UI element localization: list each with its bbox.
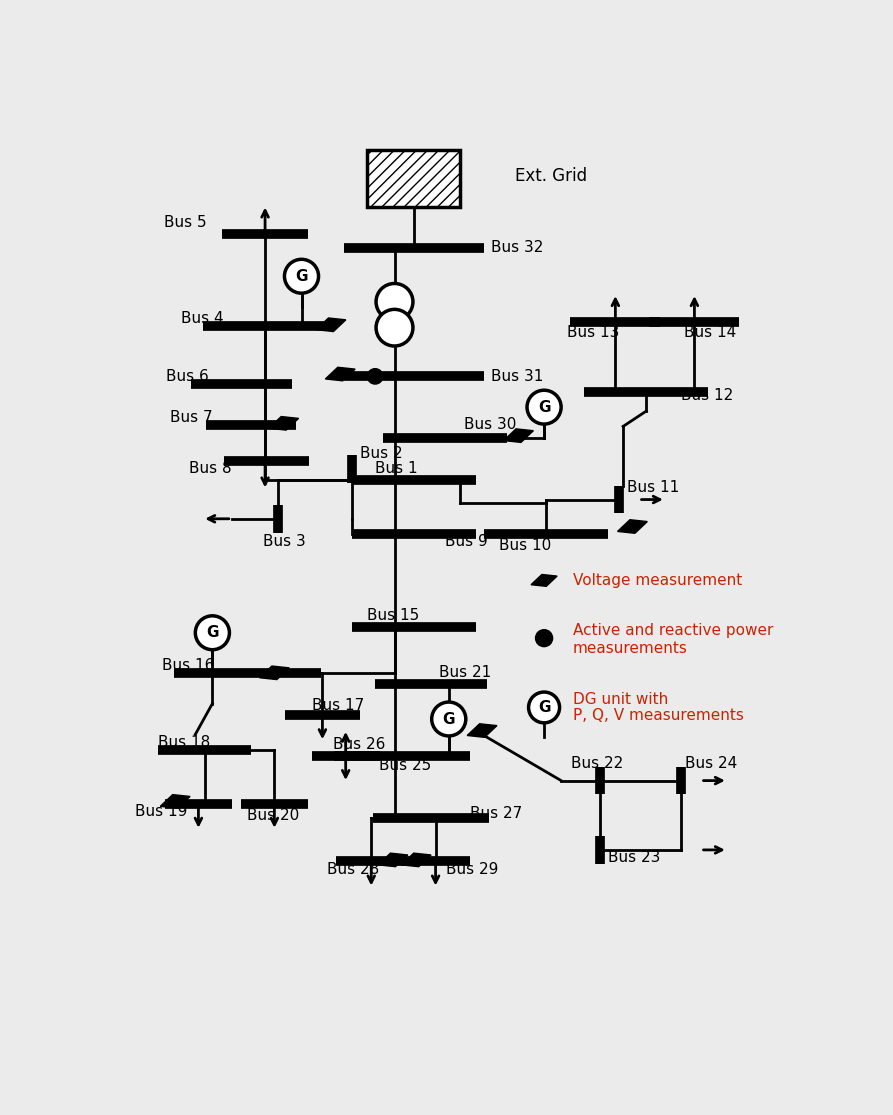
Text: Bus 9: Bus 9 [445, 534, 488, 550]
Text: Bus 25: Bus 25 [379, 758, 431, 773]
Text: measurements: measurements [572, 641, 688, 656]
Text: P, Q, V measurements: P, Q, V measurements [572, 708, 744, 723]
Polygon shape [504, 429, 533, 443]
Text: Bus 13: Bus 13 [567, 324, 620, 340]
Text: Bus 15: Bus 15 [367, 608, 420, 622]
Circle shape [196, 615, 230, 650]
Circle shape [529, 692, 560, 723]
Text: Bus 23: Bus 23 [607, 850, 660, 865]
Circle shape [527, 390, 561, 424]
Polygon shape [401, 853, 431, 866]
Text: G: G [296, 269, 308, 283]
Circle shape [376, 283, 413, 320]
Text: Ext. Grid: Ext. Grid [514, 167, 587, 185]
Text: DG unit with: DG unit with [572, 692, 668, 707]
Text: Bus 19: Bus 19 [135, 804, 188, 818]
Text: Bus 8: Bus 8 [189, 462, 232, 476]
Text: G: G [206, 626, 219, 640]
Text: Bus 7: Bus 7 [170, 409, 213, 425]
Circle shape [431, 702, 466, 736]
Text: Bus 14: Bus 14 [683, 324, 736, 340]
Text: Bus 29: Bus 29 [446, 862, 499, 876]
Text: Voltage measurement: Voltage measurement [572, 573, 742, 588]
Text: Bus 11: Bus 11 [627, 481, 680, 495]
Text: Bus 4: Bus 4 [181, 311, 224, 326]
Text: Bus 30: Bus 30 [464, 417, 517, 433]
Text: Bus 21: Bus 21 [438, 666, 491, 680]
Polygon shape [325, 367, 355, 381]
Circle shape [376, 309, 413, 346]
Text: Active and reactive power: Active and reactive power [572, 623, 773, 638]
Text: Bus 12: Bus 12 [681, 388, 733, 404]
Polygon shape [467, 724, 497, 737]
Text: G: G [538, 399, 550, 415]
Text: Bus 2: Bus 2 [360, 446, 402, 460]
Polygon shape [618, 520, 647, 533]
Text: Bus 26: Bus 26 [333, 737, 386, 752]
Circle shape [536, 630, 553, 647]
Text: Bus 16: Bus 16 [162, 658, 214, 672]
Text: Bus 5: Bus 5 [164, 215, 207, 230]
Text: G: G [443, 711, 455, 727]
Text: Bus 31: Bus 31 [491, 369, 544, 384]
Text: Bus 1: Bus 1 [375, 462, 418, 476]
Text: Bus 6: Bus 6 [166, 369, 209, 384]
Text: G: G [538, 700, 550, 715]
Text: Bus 32: Bus 32 [491, 240, 544, 255]
Bar [367, 149, 461, 207]
Polygon shape [269, 417, 298, 430]
Polygon shape [161, 795, 190, 808]
Text: Bus 22: Bus 22 [572, 756, 623, 772]
Circle shape [285, 260, 319, 293]
Text: Bus 10: Bus 10 [499, 539, 551, 553]
Text: Bus 27: Bus 27 [470, 806, 522, 822]
Text: Bus 24: Bus 24 [685, 756, 738, 772]
Text: Bus 3: Bus 3 [263, 534, 305, 550]
Polygon shape [378, 853, 408, 866]
Circle shape [367, 369, 383, 384]
Polygon shape [260, 666, 289, 679]
Text: Bus 28: Bus 28 [327, 862, 380, 876]
Text: Bus 20: Bus 20 [247, 807, 299, 823]
Text: Bus 18: Bus 18 [158, 735, 211, 749]
Polygon shape [531, 574, 557, 586]
Polygon shape [316, 318, 346, 331]
Text: Bus 17: Bus 17 [312, 698, 363, 714]
